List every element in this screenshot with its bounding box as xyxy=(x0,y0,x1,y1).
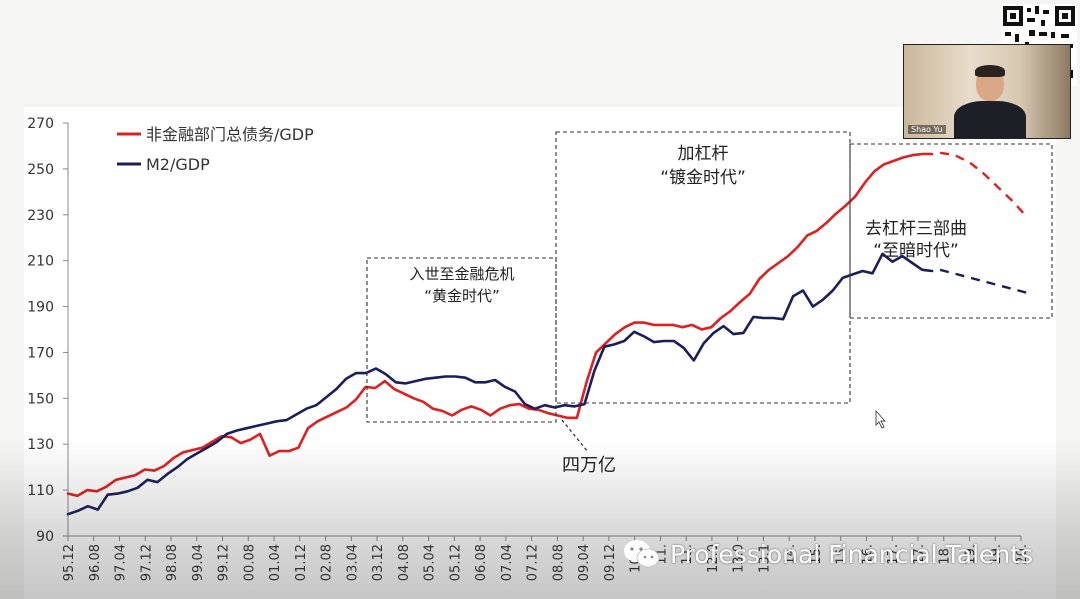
legend-label-1: M2/GDP xyxy=(146,155,210,174)
mouse-cursor-icon xyxy=(875,409,887,429)
x-tick-label: 14. xyxy=(783,544,798,565)
x-tick-label: 08.08 xyxy=(551,544,566,581)
x-tick-label: 19. xyxy=(989,544,1004,565)
period-1-title: 入世至金融危机 xyxy=(409,265,514,283)
x-tick-label: 98.08 xyxy=(165,544,180,581)
x-tick-label: 09.04 xyxy=(577,544,592,581)
y-tick-label: 110 xyxy=(27,483,54,499)
forecast-line-0 xyxy=(939,151,1028,218)
x-tick-label: 17. xyxy=(912,544,927,565)
x-tick-label: 96.08 xyxy=(88,544,103,581)
x-tick-label: 99.04 xyxy=(191,544,206,581)
x-tick-label: 18. xyxy=(938,544,953,565)
period-1-sub: “黄金时代” xyxy=(424,287,500,305)
x-tick-label: 03.12 xyxy=(371,544,386,581)
speaker-avatar xyxy=(954,65,1026,138)
period-3-title: 去杠杆三部曲 xyxy=(865,219,967,239)
x-tick-label: 02.08 xyxy=(320,544,335,581)
y-tick-label: 130 xyxy=(27,437,54,453)
x-tick-label: 05.04 xyxy=(423,544,438,581)
stimulus-pointer xyxy=(561,419,589,453)
period-2-title: 加杠杆 xyxy=(678,144,729,164)
y-tick-label: 170 xyxy=(27,345,54,361)
y-tick-label: 230 xyxy=(27,208,54,224)
x-tick-label: 19. xyxy=(963,544,978,565)
plot-background xyxy=(24,107,1056,599)
x-tick-label: 01.04 xyxy=(268,544,283,581)
y-tick-label: 270 xyxy=(27,116,54,132)
y-tick-label: 190 xyxy=(27,300,54,316)
x-tick-label: 13.1 xyxy=(757,544,772,573)
x-tick-label: 12.0 xyxy=(706,544,721,573)
x-tick-label: 11. xyxy=(680,544,695,565)
period-box-golden xyxy=(366,257,557,423)
x-tick-label: 15. xyxy=(835,544,850,565)
y-tick-label: 150 xyxy=(27,391,54,407)
x-tick-label: 16. xyxy=(860,544,875,565)
x-tick-label: 97.12 xyxy=(139,544,154,581)
x-tick-label: 06.08 xyxy=(474,544,489,581)
period-3-sub: “至暗时代” xyxy=(873,241,959,261)
stimulus-label: 四万亿 xyxy=(562,455,616,476)
y-tick-label: 250 xyxy=(27,162,54,178)
x-tick-label: 07.04 xyxy=(500,544,515,581)
participant-video[interactable]: Shao Yu xyxy=(903,44,1071,139)
watermark-text: Professional Financial Talents xyxy=(670,539,1034,569)
x-tick-label: 17. xyxy=(886,544,901,565)
x-tick-label: 97.04 xyxy=(114,544,129,581)
x-tick-label: 04.08 xyxy=(397,544,412,581)
watermark: Professional Financial Talents xyxy=(622,534,1033,574)
x-tick-label: 01.12 xyxy=(294,544,309,581)
x-tick-label: 05.12 xyxy=(448,544,463,581)
legend-label-0: 非金融部门总债务/GDP xyxy=(146,125,314,144)
x-tick-label: 15. xyxy=(809,544,824,565)
period-box-dark xyxy=(849,143,1053,319)
participant-name: Shao Yu xyxy=(908,125,946,134)
series-line-1 xyxy=(66,252,934,516)
x-tick-label: 99.12 xyxy=(217,544,232,581)
x-tick-label: 00.08 xyxy=(242,544,257,581)
period-2-sub: “镀金时代” xyxy=(660,168,746,188)
y-tick-label: 90 xyxy=(36,529,54,545)
x-tick-label: 03.04 xyxy=(345,544,360,581)
period-box-gilded xyxy=(555,131,851,404)
x-tick-label: 95.12 xyxy=(62,544,77,581)
x-tick-label: 13.0 xyxy=(732,544,747,573)
x-tick-label: 07.12 xyxy=(526,544,541,581)
x-tick-label: 09.12 xyxy=(603,544,618,581)
x-tick-label: 20. xyxy=(1015,544,1030,565)
series-line-0 xyxy=(66,152,934,498)
y-tick-label: 210 xyxy=(27,254,54,270)
wechat-icon xyxy=(624,540,660,568)
